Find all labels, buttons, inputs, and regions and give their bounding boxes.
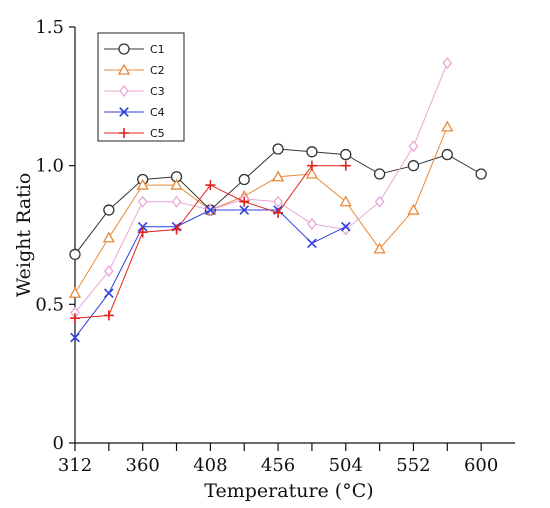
legend-label: C4: [150, 106, 165, 119]
legend: C1 C2 C3 C4 C5: [97, 32, 185, 142]
data-point: [205, 180, 216, 191]
data-point: [205, 205, 216, 215]
series-layer: [68, 57, 487, 343]
y-tick-label: 0.5: [35, 294, 64, 315]
x-tick-label: 504: [329, 455, 363, 476]
data-point: [68, 286, 82, 298]
data-point: [70, 313, 80, 324]
data-point: [441, 120, 454, 132]
data-point: [272, 143, 284, 155]
series-line: [74, 62, 448, 314]
data-point: [373, 168, 386, 180]
data-point: [136, 178, 149, 190]
data-point: [442, 57, 453, 70]
data-point: [171, 195, 182, 208]
x-tick-label: 312: [58, 455, 92, 476]
data-point: [137, 227, 148, 238]
data-point: [171, 224, 182, 235]
y-tick-label: 1.5: [35, 17, 64, 38]
legend-label: C3: [150, 85, 165, 98]
data-point: [306, 146, 318, 158]
data-point: [339, 195, 352, 207]
data-point: [239, 205, 250, 215]
x-tick-label: 552: [396, 455, 430, 476]
data-point: [441, 148, 453, 161]
data-point: [104, 288, 114, 299]
legend-label: C2: [150, 64, 165, 77]
data-point: [238, 173, 250, 186]
legend-box: [97, 32, 185, 142]
series-c3: [70, 57, 453, 319]
data-point: [306, 160, 317, 171]
data-point: [340, 221, 351, 232]
data-point: [340, 148, 352, 161]
data-point: [102, 231, 115, 243]
data-point: [103, 310, 114, 321]
data-point: [137, 195, 148, 208]
legend-marker: [119, 84, 129, 98]
data-point: [307, 217, 317, 230]
data-point: [374, 195, 385, 208]
legend-marker: [118, 43, 130, 55]
x-tick-label: 600: [464, 455, 498, 476]
data-point: [170, 178, 183, 190]
data-point: [408, 140, 419, 153]
data-point: [103, 204, 115, 216]
y-tick-label: 1.0: [35, 156, 64, 177]
y-axis-title: Weight Ratio: [13, 173, 35, 298]
x-tick-label: 408: [193, 455, 227, 476]
data-point: [305, 167, 319, 179]
data-point: [137, 221, 148, 232]
data-point: [70, 332, 80, 343]
data-point: [475, 168, 487, 180]
legend-marker: [119, 128, 129, 138]
y-tick-label: 0: [53, 433, 64, 454]
data-point: [271, 170, 285, 182]
series-c5: [70, 160, 351, 324]
data-point: [239, 196, 250, 207]
series-line: [74, 126, 448, 294]
data-point: [307, 238, 317, 249]
series-line: [74, 209, 347, 338]
x-tick-label: 360: [126, 455, 160, 476]
legend-marker: [117, 63, 131, 75]
x-axis-title: Temperature (°C): [204, 480, 373, 502]
data-point: [373, 242, 386, 254]
data-point: [407, 160, 420, 172]
legend-marker: [119, 107, 129, 117]
x-tick-label: 456: [261, 455, 295, 476]
legend-label: C5: [150, 127, 165, 140]
legend-label: C1: [150, 43, 165, 56]
axes: 312 360 408 456 504 552 600 0 0.5 1.0 1.5: [35, 17, 515, 476]
data-point: [104, 265, 114, 278]
data-point: [273, 207, 284, 218]
data-point: [273, 195, 283, 208]
data-point: [407, 203, 420, 215]
data-point: [340, 160, 351, 171]
series-c4: [70, 205, 351, 343]
data-point: [69, 248, 81, 261]
